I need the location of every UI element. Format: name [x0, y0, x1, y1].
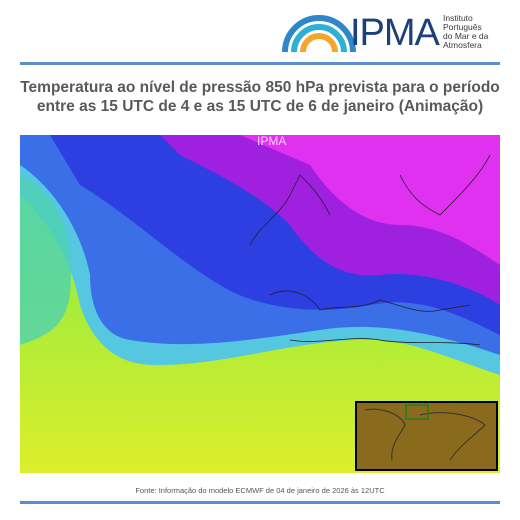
- logo-mark: [282, 15, 356, 53]
- temperature-map: IPMA: [20, 135, 500, 473]
- institute-line: Instituto: [443, 13, 473, 23]
- divider: [20, 62, 500, 65]
- watermark: IPMA: [257, 135, 286, 148]
- logo-text: IPMA: [350, 12, 440, 54]
- institute-line: Atmosfera: [443, 40, 482, 50]
- institute-line: Português: [443, 22, 482, 32]
- institute-line: do Mar e da: [443, 31, 489, 41]
- title-line: entre as 15 UTC de 4 e as 15 UTC de 6 de…: [36, 98, 484, 115]
- divider: [20, 501, 500, 504]
- inset-map: [355, 401, 498, 471]
- source-note: Fonte: Informação do modelo ECMWF de 04 …: [135, 486, 385, 495]
- title-line: Temperatura ao nível de pressão 850 hPa …: [20, 79, 500, 96]
